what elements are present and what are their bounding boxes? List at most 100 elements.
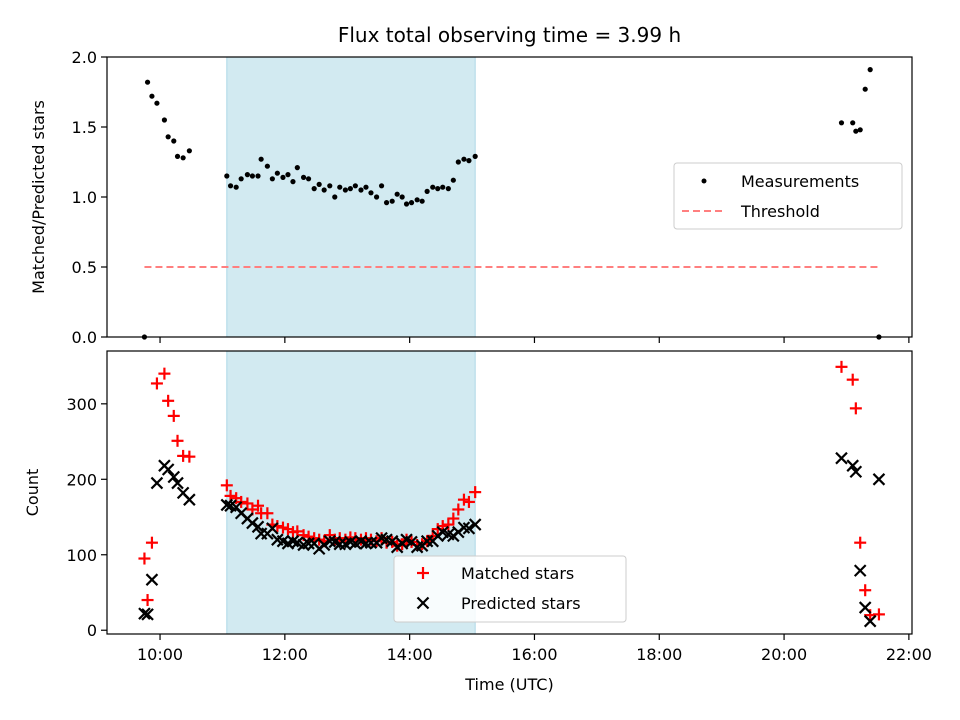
predicted-star-point — [333, 537, 347, 551]
measurement-point — [450, 177, 456, 183]
predicted-star-point — [359, 537, 373, 550]
measurement-point — [327, 183, 333, 189]
legend-matched-label: Matched stars — [461, 564, 574, 583]
measurement-point — [862, 86, 868, 92]
measurement-point — [368, 190, 374, 196]
count-x-tick-label: 12:00 — [262, 645, 308, 664]
matched-star-point — [138, 552, 151, 565]
matched-star-point — [846, 373, 859, 386]
ratio-y-axis-label: Matched/Predicted stars — [29, 100, 48, 294]
predicted-star-point — [835, 451, 848, 465]
predicted-star-point — [853, 564, 867, 577]
legend-matched-plus — [417, 567, 429, 579]
count-x-tick-label: 10:00 — [137, 645, 183, 664]
measurement-point — [850, 120, 856, 126]
matched-star-point — [261, 507, 274, 520]
measurement-point — [161, 117, 168, 123]
measurement-point — [838, 120, 845, 126]
predicted-star-point — [141, 608, 154, 621]
predicted-star-point — [872, 473, 886, 486]
predicted-star-point — [302, 537, 315, 550]
measurement-point — [358, 187, 364, 193]
count-y-tick-label: 300 — [66, 395, 97, 414]
measurement-point — [445, 186, 451, 192]
measurement-point — [408, 200, 415, 206]
ratio-x-ticks — [159, 337, 910, 343]
matched-star-point — [145, 536, 158, 549]
measurement-point — [255, 173, 261, 179]
legend-predicted-label: Predicted stars — [461, 594, 581, 613]
ratio-marks — [141, 67, 882, 340]
measurement-point — [414, 197, 420, 203]
predicted-star-point — [161, 463, 175, 476]
predicted-star-point — [138, 607, 151, 620]
measurement-point — [399, 194, 405, 200]
legend-matched-symbol — [417, 567, 429, 579]
predicted-star-point — [858, 601, 872, 614]
predicted-star-point — [462, 522, 476, 535]
ratio-legend-box — [673, 162, 903, 230]
ratio-legend: Measurements Threshold — [673, 162, 903, 230]
measurement-point — [305, 176, 312, 182]
measurement-point — [332, 194, 338, 200]
predicted-star-point — [266, 522, 279, 535]
measurement-point — [857, 127, 863, 133]
measurement-point — [249, 173, 255, 179]
measurement-point — [342, 187, 348, 193]
predicted-star-point — [420, 534, 434, 548]
matched-star-point — [141, 594, 154, 607]
measurement-point — [224, 173, 230, 179]
measurement-point — [853, 128, 859, 134]
measurement-point — [154, 100, 160, 106]
measurement-point — [403, 201, 410, 207]
count-y-tick-label: 200 — [66, 470, 97, 489]
matched-star-point — [171, 434, 184, 447]
measurement-point — [290, 179, 296, 185]
measurement-point — [383, 200, 390, 206]
measurement-point — [244, 172, 251, 178]
measurement-point — [264, 163, 270, 169]
measurement-point — [269, 176, 275, 182]
count-legend-box — [393, 555, 627, 623]
count-x-tick-label: 20:00 — [761, 645, 807, 664]
measurement-point — [227, 183, 234, 189]
predicted-star-point — [849, 465, 863, 479]
count-x-tick-label: 22:00 — [886, 645, 932, 664]
measurement-point — [430, 184, 436, 190]
count-legend: Matched stars Predicted stars — [393, 555, 627, 623]
measurement-point — [466, 158, 472, 164]
measurement-point — [424, 188, 430, 194]
measurement-point — [352, 183, 358, 189]
count-panel: 0 100 200 300 10:00 12:00 14:00 16:00 18:00 20:0… — [23, 350, 932, 694]
predicted-star-point — [846, 459, 859, 472]
matched-star-point — [835, 360, 848, 373]
measurement-point — [419, 198, 425, 204]
ratio-y-tick-label: 1.0 — [72, 188, 97, 207]
predicted-star-point — [167, 470, 181, 484]
matched-star-point — [859, 584, 872, 597]
matched-star-point — [469, 486, 482, 499]
measurement-point — [144, 79, 151, 85]
measurement-point — [258, 156, 264, 162]
measurement-point — [311, 186, 317, 192]
measurement-point — [285, 172, 291, 178]
matched-star-point — [241, 497, 254, 510]
predicted-star-point — [220, 498, 234, 512]
measurement-point — [300, 174, 307, 180]
matched-star-point — [442, 518, 455, 531]
matched-star-point — [447, 512, 460, 525]
measurement-point — [472, 153, 478, 159]
predicted-star-point — [364, 536, 378, 549]
ratio-panel: 0.0 0.5 1.0 1.5 2.0 Flux total observing tim… — [29, 23, 913, 347]
matched-star-point — [462, 495, 475, 508]
x-axis-label: Time (UTC) — [464, 675, 553, 694]
matched-star-point — [167, 409, 180, 422]
predicted-star-point — [246, 516, 259, 530]
matched-star-point — [158, 367, 171, 380]
measurement-point — [316, 181, 322, 187]
measurement-point — [233, 184, 239, 190]
predicted-star-point — [150, 476, 164, 490]
measurement-point — [363, 184, 369, 190]
count-y-tick-label: 100 — [66, 546, 97, 565]
matched-star-point — [849, 402, 862, 415]
